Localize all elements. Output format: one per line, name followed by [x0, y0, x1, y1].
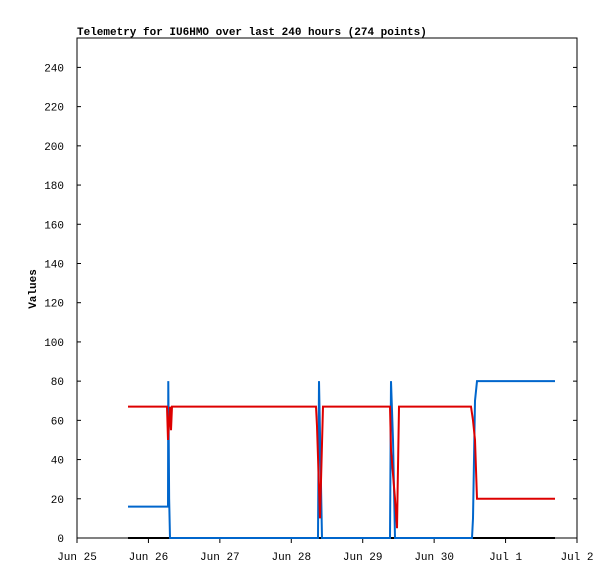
- y-tick-label: 40: [51, 456, 64, 468]
- y-tick-label: 200: [44, 142, 64, 154]
- x-tick-label: Jul 2: [560, 552, 593, 564]
- y-tick-label: 160: [44, 220, 64, 232]
- y-tick-label: 120: [44, 299, 64, 311]
- y-tick-label: 20: [51, 495, 64, 507]
- x-tick-label: Jun 27: [200, 552, 240, 564]
- x-tick-label: Jun 30: [414, 552, 454, 564]
- y-tick-label: 0: [57, 534, 64, 546]
- series-line: [128, 380, 555, 539]
- x-tick-label: Jun 25: [57, 552, 97, 564]
- y-tick-label: 100: [44, 338, 64, 350]
- x-tick-label: Jun 28: [271, 552, 311, 564]
- y-tick-label: 80: [51, 377, 64, 389]
- y-tick-label: 60: [51, 416, 64, 428]
- x-tick-label: Jul 1: [489, 552, 522, 564]
- y-axis-label: Values: [28, 269, 40, 309]
- y-tick-label: 180: [44, 181, 64, 193]
- y-tick-label: 240: [44, 63, 64, 75]
- y-tick-label: 220: [44, 103, 64, 115]
- x-tick-label: Jun 29: [343, 552, 383, 564]
- y-tick-label: 140: [44, 259, 64, 271]
- series-line: [128, 405, 555, 529]
- x-tick-label: Jun 26: [129, 552, 169, 564]
- chart-title: Telemetry for IU6HMO over last 240 hours…: [77, 27, 427, 39]
